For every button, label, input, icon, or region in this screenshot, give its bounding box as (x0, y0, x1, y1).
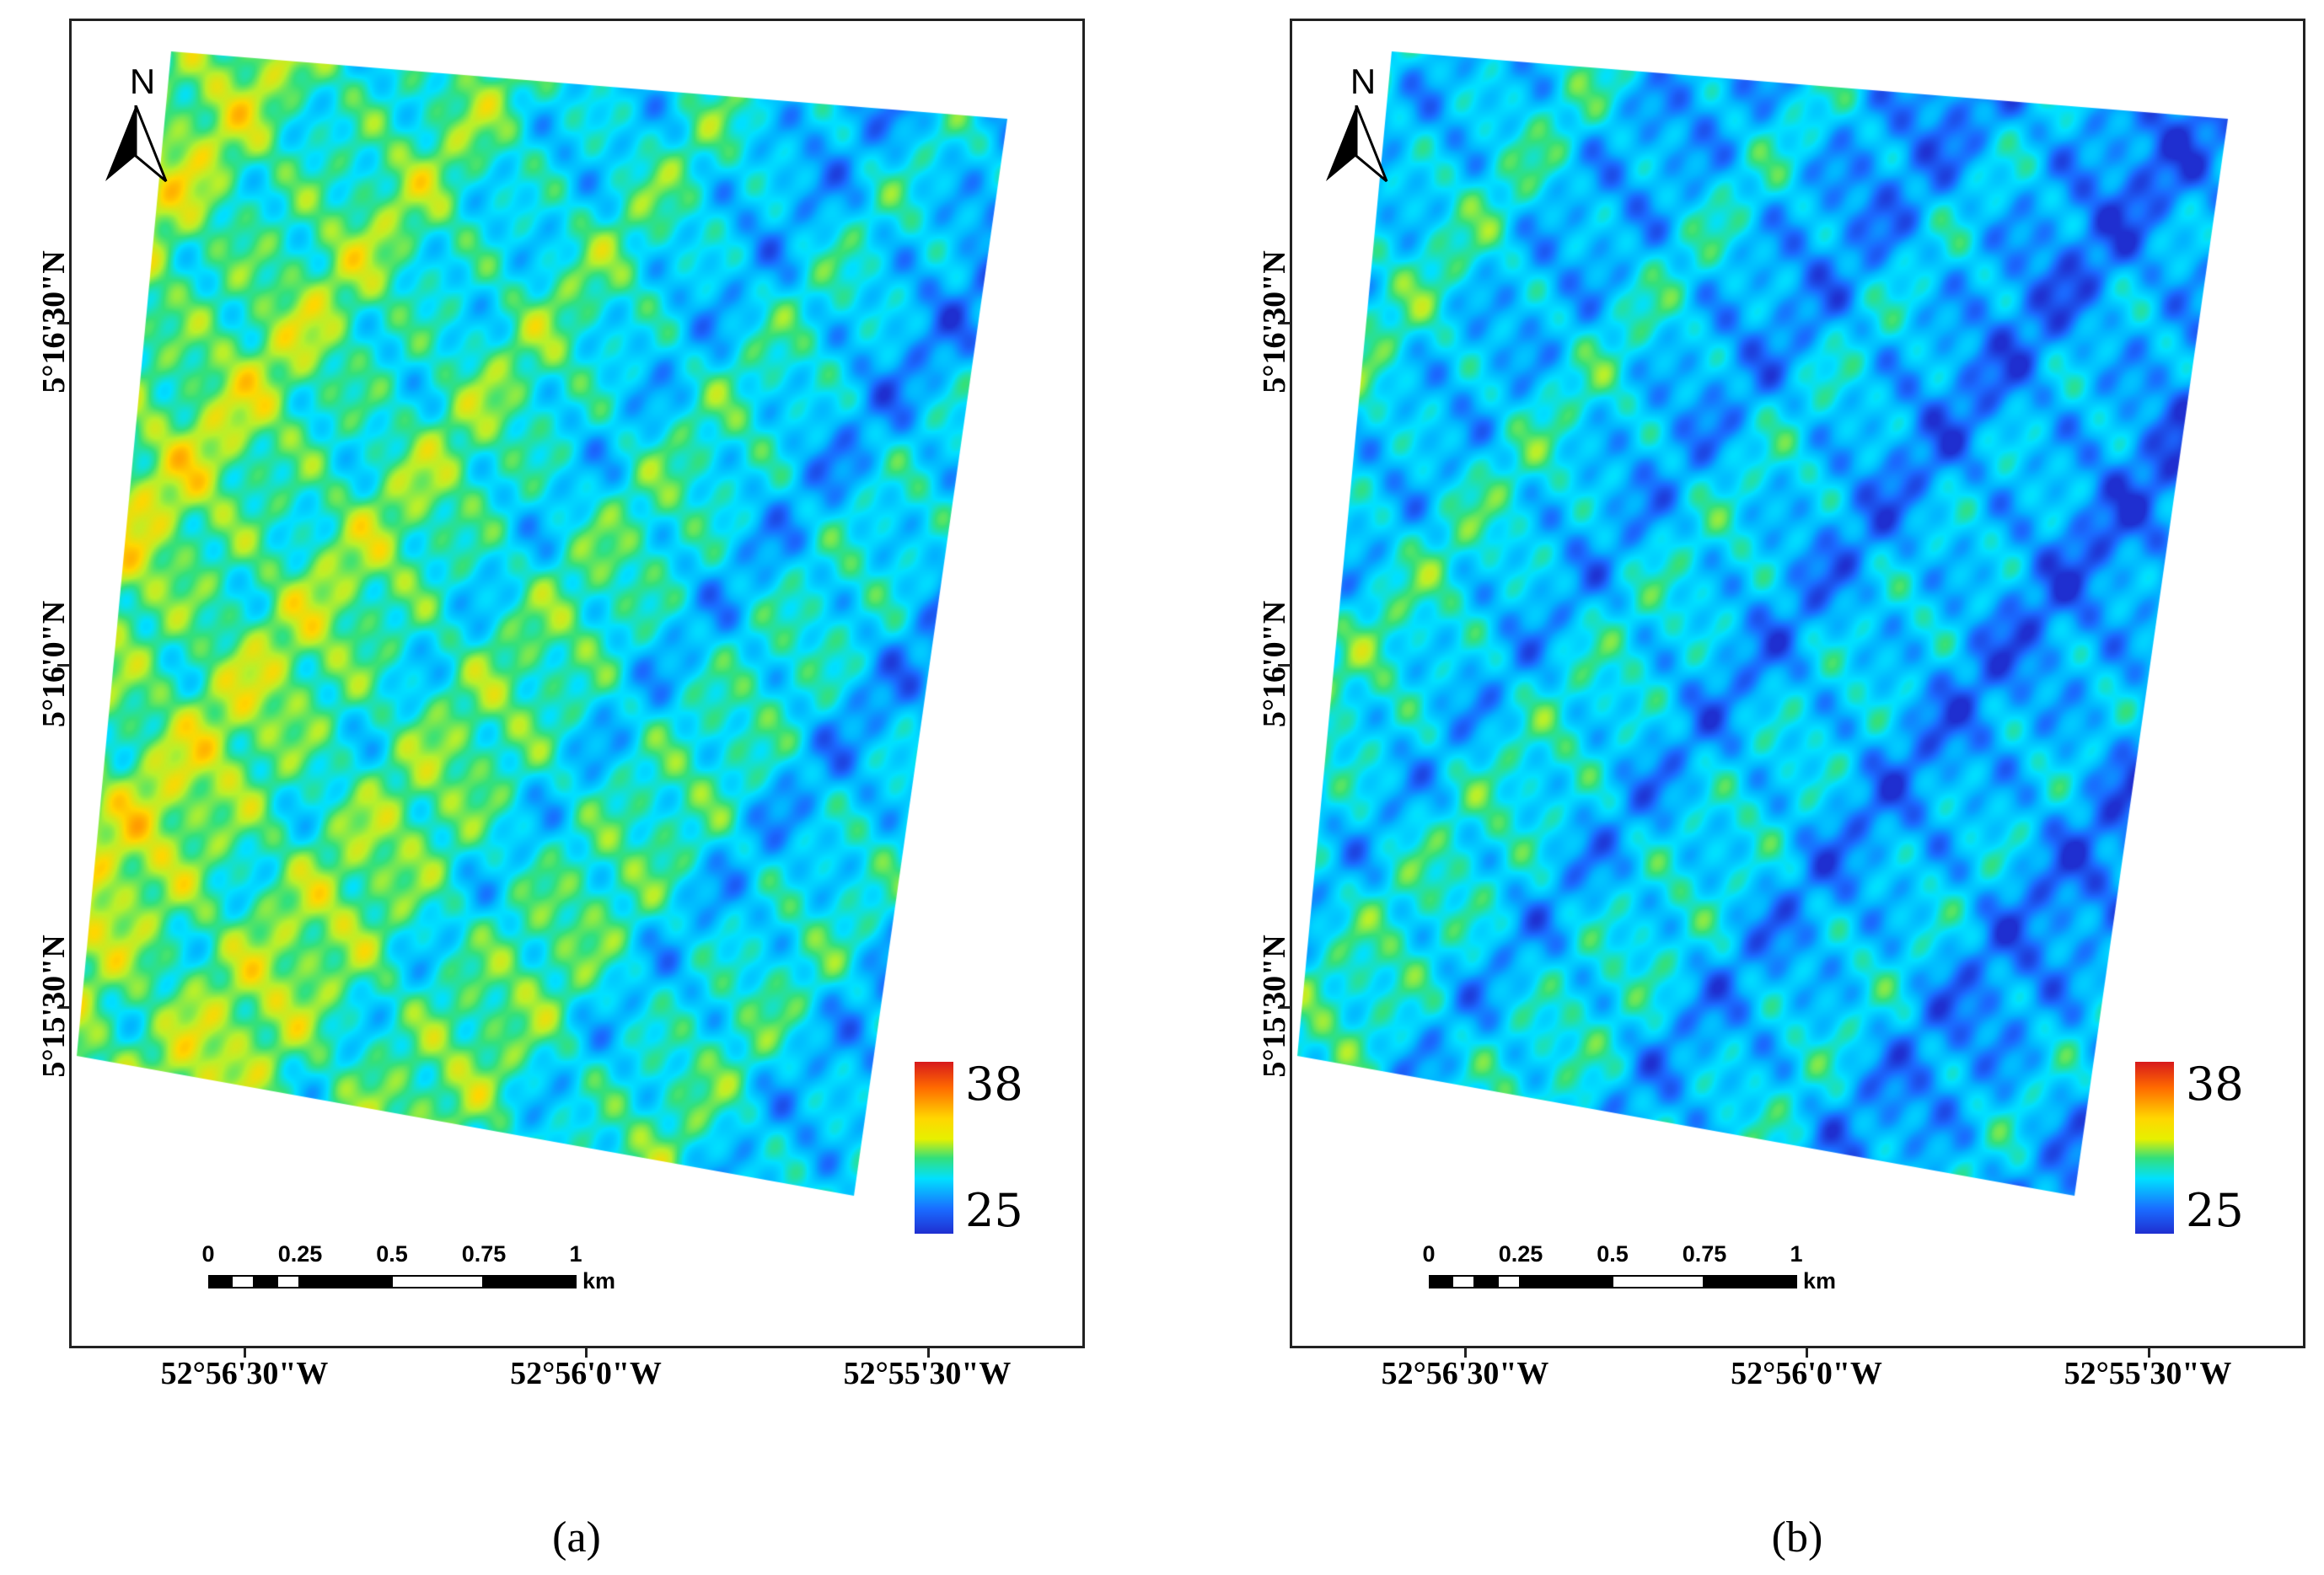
lon-label: 52°56'30"W (1381, 1356, 1549, 1391)
raster-map-b (1292, 21, 2303, 1346)
legend-min-value: 25 (2186, 1184, 2244, 1237)
caption-letter: b (1786, 1513, 1808, 1562)
color-legend-b: 38 25 (2135, 1062, 2253, 1247)
lat-tick (57, 322, 69, 324)
scale-segment (208, 1275, 232, 1288)
caption-close: ) (1808, 1513, 1823, 1562)
legend-colorbar (2135, 1062, 2174, 1234)
lat-label: 5°16'0"N (1257, 600, 1292, 728)
scale-segment (1704, 1275, 1797, 1288)
north-label: N (1350, 62, 1377, 101)
scale-bar-a: 0 0.25 0.5 0.75 1 km (137, 1241, 615, 1309)
scale-segment (254, 1275, 277, 1288)
legend-colorbar (915, 1062, 953, 1234)
scale-tick-label: 0.75 (461, 1241, 507, 1267)
lat-tick (1278, 664, 1290, 667)
scale-tick-label: 0.25 (277, 1241, 323, 1267)
lon-tick (1464, 1346, 1467, 1358)
scale-tick-label: 1 (569, 1241, 582, 1267)
lat-label: 5°16'30"N (1257, 250, 1292, 394)
scale-tick-label: 0 (201, 1241, 215, 1267)
scale-segment (276, 1275, 300, 1288)
scale-segment (1612, 1275, 1704, 1288)
north-arrow-icon (1326, 105, 1388, 183)
lat-tick (57, 1006, 69, 1009)
north-arrow-b: N (1326, 62, 1393, 196)
legend-max-value: 38 (965, 1058, 1023, 1111)
lon-tick (244, 1346, 246, 1358)
caption-a: (a) (492, 1513, 661, 1562)
scale-segment (483, 1275, 577, 1288)
scale-segment (1429, 1275, 1452, 1288)
scale-tick-label: 1 (1790, 1241, 1803, 1267)
lon-label: 52°55'30"W (2064, 1356, 2232, 1391)
north-arrow-icon (105, 105, 168, 183)
legend-max-value: 38 (2186, 1058, 2244, 1111)
caption-letter: a (566, 1513, 587, 1562)
scale-segment (299, 1275, 392, 1288)
lat-tick (1278, 1006, 1290, 1009)
scale-segment (391, 1275, 484, 1288)
lat-label: 5°15'30"N (1257, 935, 1292, 1078)
scale-tick-label: 0.75 (1682, 1241, 1727, 1267)
lat-tick (57, 664, 69, 667)
caption-open: ( (1771, 1513, 1786, 1562)
lon-tick (1806, 1346, 1808, 1358)
scale-segment (1520, 1275, 1613, 1288)
scale-tick-label: 0.5 (376, 1241, 408, 1267)
lon-label: 52°56'30"W (160, 1356, 329, 1391)
scale-bar-b: 0 0.25 0.5 0.75 1 km (1358, 1241, 1836, 1309)
color-legend-a: 38 25 (915, 1062, 1033, 1247)
scale-tick-label: 0 (1422, 1241, 1436, 1267)
legend-min-value: 25 (965, 1184, 1023, 1237)
scale-segment (1474, 1275, 1498, 1288)
map-panel-b: N 38 25 0 0.25 0.5 0.75 1 km (1290, 19, 2305, 1348)
map-panel-a: N 38 25 0 0.25 0.5 0.75 1 km (69, 19, 1085, 1348)
scale-segment (1497, 1275, 1521, 1288)
north-label: N (129, 62, 156, 101)
lon-label: 52°56'0"W (1731, 1356, 1882, 1391)
scale-segment (1452, 1275, 1475, 1288)
lon-tick (585, 1346, 588, 1358)
caption-open: ( (552, 1513, 567, 1562)
lat-tick (1278, 322, 1290, 324)
raster-map-a (72, 21, 1082, 1346)
lon-label: 52°56'0"W (510, 1356, 662, 1391)
caption-close: ) (586, 1513, 601, 1562)
lon-tick (2148, 1346, 2150, 1358)
scale-unit: km (582, 1268, 616, 1294)
lon-tick (927, 1346, 930, 1358)
lon-label: 52°55'30"W (843, 1356, 1012, 1391)
scale-unit: km (1803, 1268, 1837, 1294)
north-arrow-a: N (105, 62, 173, 196)
lat-label: 5°15'30"N (36, 935, 72, 1078)
scale-tick-label: 0.25 (1498, 1241, 1543, 1267)
lat-label: 5°16'30"N (36, 250, 72, 394)
scale-segment (231, 1275, 255, 1288)
scale-tick-label: 0.5 (1597, 1241, 1629, 1267)
caption-b: (b) (1713, 1513, 1881, 1562)
lat-label: 5°16'0"N (36, 600, 72, 728)
